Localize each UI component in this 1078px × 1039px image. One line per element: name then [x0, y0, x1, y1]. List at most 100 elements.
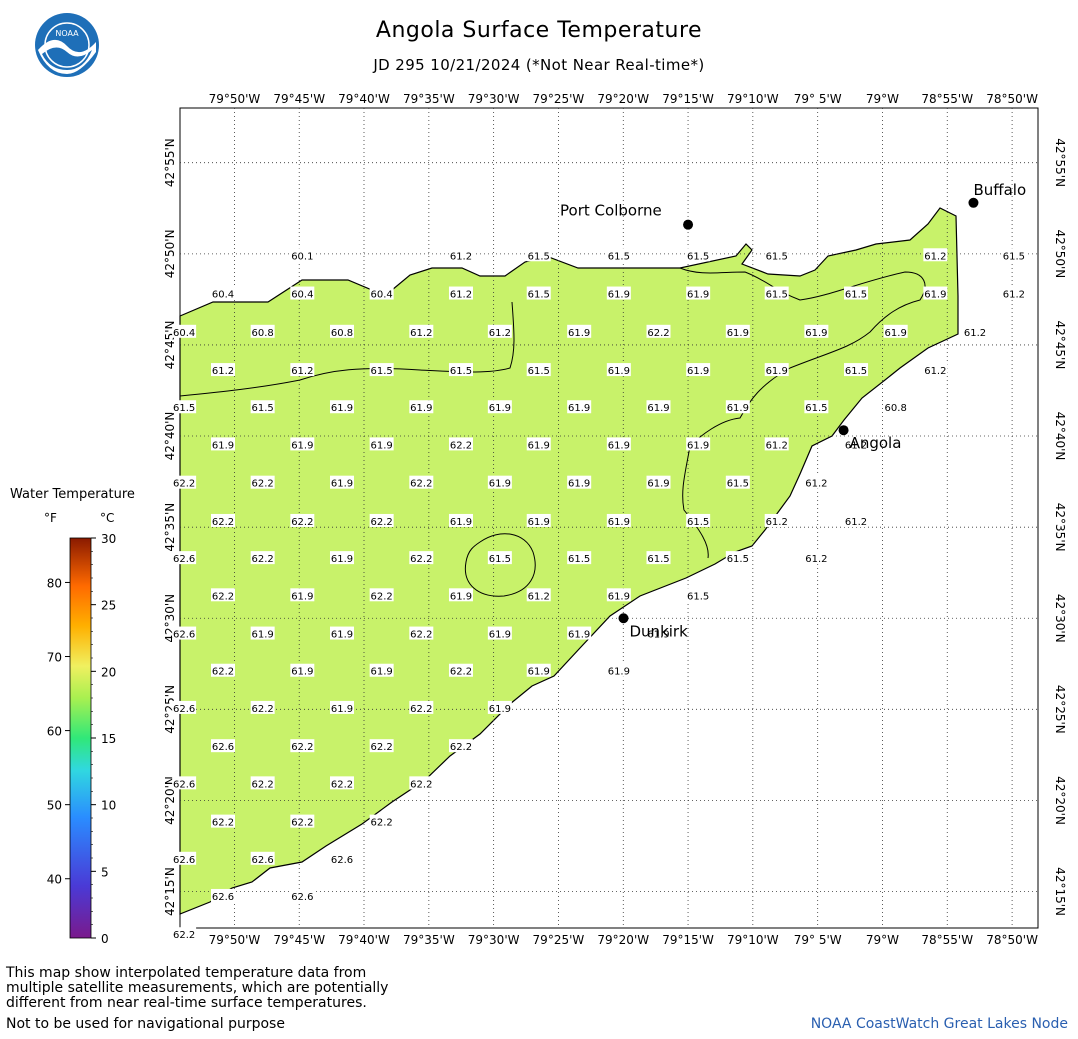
- legend-tick-label-c: 5: [101, 865, 109, 879]
- temperature-label-bg: [844, 437, 869, 451]
- temperature-label-bg: [764, 248, 789, 262]
- temperature-label-bg: [883, 400, 908, 414]
- temperature-label-bg: [526, 513, 551, 527]
- temperature-label-bg: [329, 475, 354, 489]
- temperature-label: 62.2: [450, 742, 472, 753]
- temperature-label-bg: [329, 551, 354, 565]
- temperature-label: 62.2: [331, 779, 353, 790]
- latitude-label-right: 42°15'N: [1053, 867, 1067, 916]
- temperature-label: 61.9: [687, 290, 709, 301]
- longitude-label-top: 79°25'W: [533, 92, 585, 106]
- temperature-label-bg: [172, 626, 197, 640]
- legend-tick-label-c: 25: [101, 599, 116, 613]
- legend-unit-f: °F: [44, 511, 57, 525]
- longitude-label-bottom: 79°45'W: [273, 933, 325, 947]
- temperature-label-bg: [172, 927, 197, 941]
- temperature-label-bg: [725, 324, 750, 338]
- temperature-label-bg: [369, 437, 394, 451]
- temperature-label: 62.2: [371, 591, 393, 602]
- temperature-label-bg: [250, 776, 275, 790]
- temperature-label-bg: [211, 814, 236, 828]
- temperature-label-bg: [409, 324, 434, 338]
- longitude-label-bottom: 79°35'W: [403, 933, 455, 947]
- temperature-label: 61.5: [845, 290, 867, 301]
- longitude-label-bottom: 79°30'W: [468, 933, 520, 947]
- temperature-label-bg: [290, 814, 315, 828]
- temperature-label-bg: [369, 363, 394, 377]
- temperature-label-bg: [290, 437, 315, 451]
- temperature-label-bg: [172, 400, 197, 414]
- temperature-label-bg: [250, 324, 275, 338]
- legend-tick-label-c: 0: [101, 932, 109, 946]
- temperature-label-bg: [448, 588, 473, 602]
- temperature-label: 61.9: [489, 630, 511, 641]
- temperature-label: 61.9: [568, 403, 590, 414]
- temperature-label-bg: [686, 588, 711, 602]
- temperature-label-bg: [606, 363, 631, 377]
- temperature-label: 62.2: [410, 479, 432, 490]
- legend-tick-label-c: 20: [101, 665, 116, 679]
- temperature-label: 61.9: [331, 704, 353, 715]
- temperature-label: 60.4: [291, 290, 313, 301]
- temperature-label-bg: [526, 286, 551, 300]
- temperature-label: 62.6: [173, 554, 195, 565]
- temperature-label-bg: [804, 324, 829, 338]
- longitude-label-bottom: 78°50'W: [986, 933, 1038, 947]
- temperature-label-bg: [211, 663, 236, 677]
- temperature-label-bg: [369, 814, 394, 828]
- temperature-label-bg: [606, 588, 631, 602]
- temperature-label-bg: [764, 363, 789, 377]
- temperature-label-bg: [329, 324, 354, 338]
- temperature-label-bg: [764, 437, 789, 451]
- temperature-label-bg: [448, 663, 473, 677]
- temperature-label-bg: [487, 700, 512, 714]
- longitude-label-bottom: 79° 5'W: [794, 933, 842, 947]
- latitude-label-left: 42°35'N: [163, 503, 177, 552]
- temperature-label-bg: [369, 739, 394, 753]
- temperature-label: 61.2: [291, 366, 313, 377]
- temperature-label: 61.2: [766, 440, 788, 451]
- temperature-label: 61.9: [687, 440, 709, 451]
- temperature-label: 62.6: [291, 892, 313, 903]
- temperature-label-bg: [409, 551, 434, 565]
- temperature-label-bg: [369, 513, 394, 527]
- temperature-label-bg: [923, 248, 948, 262]
- temperature-label: 61.5: [687, 251, 709, 262]
- temperature-label-bg: [172, 851, 197, 865]
- longitude-label-top: 79°35'W: [403, 92, 455, 106]
- temperature-label-bg: [329, 776, 354, 790]
- temperature-label-bg: [172, 551, 197, 565]
- temperature-label-bg: [329, 851, 354, 865]
- temperature-label: 61.9: [528, 667, 550, 678]
- temperature-label: 62.2: [291, 517, 313, 528]
- longitude-label-top: 79°W: [866, 92, 899, 106]
- longitude-label-bottom: 78°55'W: [921, 933, 973, 947]
- temperature-label-bg: [448, 363, 473, 377]
- temperature-label: 62.6: [173, 779, 195, 790]
- temperature-label-bg: [290, 363, 315, 377]
- temperature-label: 61.9: [371, 667, 393, 678]
- temperature-label: 61.5: [766, 290, 788, 301]
- latitude-label-right: 42°20'N: [1053, 776, 1067, 825]
- city-label: Dunkirk: [630, 622, 689, 640]
- temperature-label: 61.5: [528, 290, 550, 301]
- longitude-label-top: 79°10'W: [727, 92, 779, 106]
- temperature-label: 61.2: [528, 591, 550, 602]
- legend-tick-label-f: 80: [47, 576, 62, 590]
- temperature-label: 61.9: [291, 667, 313, 678]
- temperature-label: 61.2: [845, 517, 867, 528]
- temperature-label: 60.4: [371, 290, 393, 301]
- legend-tick-label-f: 40: [47, 873, 62, 887]
- temperature-label: 61.5: [805, 403, 827, 414]
- credit-text: NOAA CoastWatch Great Lakes Node: [810, 1016, 1068, 1032]
- temperature-label: 61.9: [489, 479, 511, 490]
- temperature-label-bg: [487, 475, 512, 489]
- latitude-label-right: 42°55'N: [1053, 138, 1067, 187]
- temperature-label: 62.2: [252, 704, 274, 715]
- temperature-label-bg: [369, 663, 394, 677]
- map-frame: [179, 107, 1039, 929]
- temperature-label: 61.2: [964, 328, 986, 339]
- temperature-label: 62.2: [371, 517, 393, 528]
- city-marker: [618, 613, 629, 624]
- temperature-label-bg: [923, 286, 948, 300]
